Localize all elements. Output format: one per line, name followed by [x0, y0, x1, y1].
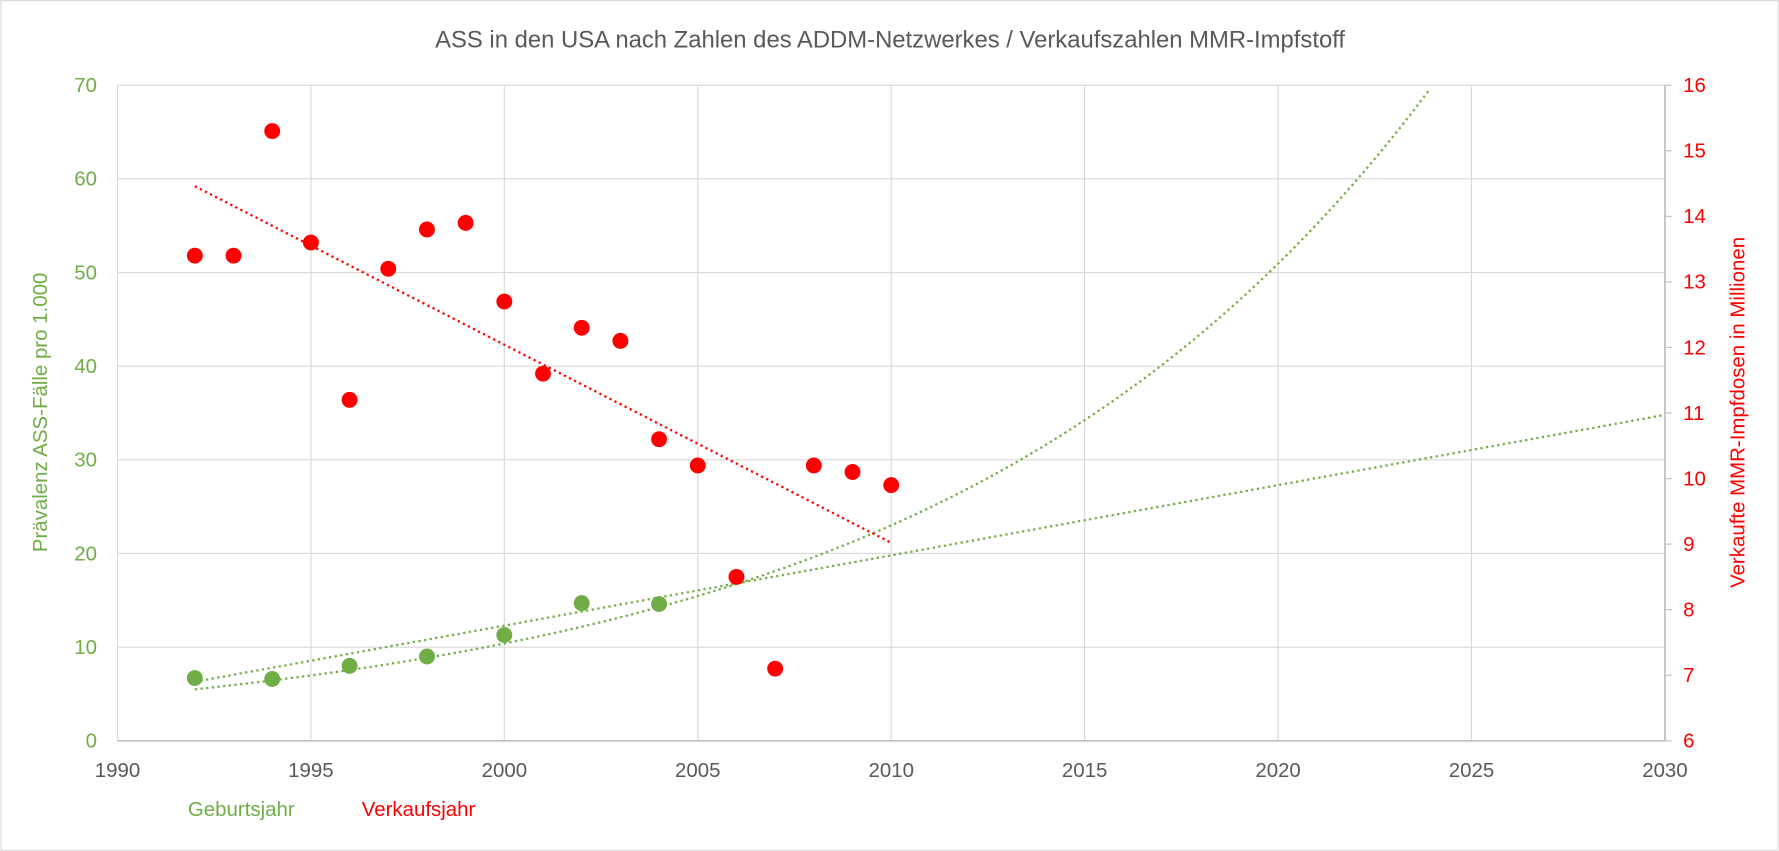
x-tick-label: 2025: [1449, 759, 1494, 782]
data-point-red: [689, 457, 706, 474]
y-left-tick-label: 10: [74, 636, 97, 659]
y-right-tick-label: 16: [1683, 74, 1706, 97]
data-point-red: [186, 247, 203, 264]
y-right-tick-label: 11: [1683, 402, 1704, 425]
y-right-tick-label: 8: [1683, 598, 1694, 621]
x-tick-label: 2000: [482, 759, 527, 782]
y-left-tick-label: 50: [74, 261, 97, 284]
y-right-tick-label: 13: [1683, 271, 1706, 294]
data-point-green: [419, 648, 435, 665]
data-point-red: [302, 234, 319, 251]
y-right-tick-label: 14: [1683, 205, 1706, 228]
data-point-red: [805, 457, 822, 474]
linear-trend-green: [194, 413, 1666, 683]
y-left-tick-label: 40: [74, 355, 97, 378]
gridlines: [116, 84, 1672, 742]
data-point-green: [496, 627, 513, 643]
x-tick-label: 2005: [675, 759, 720, 782]
data-point-red: [496, 293, 513, 310]
data-point-red: [535, 365, 551, 382]
data-point-red: [651, 431, 668, 448]
tick-labels: 1990 1995 2000 2005 2010 2015 2020 2025 20300102…: [74, 74, 1706, 782]
y-right-tick-label: 12: [1683, 336, 1706, 359]
x-tick-label: 1990: [95, 759, 140, 782]
y-left-tick-label: 30: [74, 449, 97, 472]
trendlines: [194, 88, 1666, 691]
data-point-red: [728, 568, 745, 585]
y-left-tick-label: 20: [74, 542, 97, 565]
x-tick-label: 1995: [288, 759, 333, 782]
x-tick-label: 2010: [868, 759, 913, 782]
exponential-trend-green: [194, 88, 1431, 691]
data-point-green: [264, 671, 281, 687]
data-point-green: [186, 670, 203, 686]
x-tick-label: 2015: [1062, 759, 1107, 782]
data-point-red: [341, 391, 358, 408]
y-right-tick-label: 10: [1683, 467, 1706, 490]
data-point-red: [767, 660, 784, 677]
data-point-red: [419, 221, 435, 238]
x-axis-label-verkaufsjahr: Verkaufsjahr: [362, 798, 476, 821]
x-tick-label: 2020: [1255, 759, 1300, 782]
data-point-green: [651, 596, 668, 613]
y-right-tick-label: 6: [1683, 730, 1694, 753]
y-left-tick-label: 60: [74, 168, 97, 191]
y-left-tick-label: 0: [86, 730, 97, 753]
x-axis-label-geburtsjahr: Geburtsjahr: [188, 798, 295, 821]
data-point-red: [457, 214, 474, 231]
x-tick-label: 2030: [1642, 759, 1687, 782]
data-point-red: [264, 123, 281, 140]
data-points: [186, 123, 900, 687]
y-left-tick-label: 70: [74, 74, 97, 97]
y-right-tick-label: 7: [1683, 664, 1694, 687]
data-point-red: [844, 464, 861, 480]
y-axis-right-label: Verkaufte MMR-Impfdosen in Millionen: [1726, 237, 1749, 588]
data-point-red: [883, 477, 900, 494]
y-axis-left-label: Prävalenz ASS-Fälle pro 1.000: [29, 273, 52, 552]
data-point-red: [573, 319, 590, 336]
data-point-red: [380, 260, 397, 277]
y-right-tick-label: 9: [1683, 533, 1694, 556]
chart-title: ASS in den USA nach Zahlen des ADDM-Netz…: [435, 27, 1345, 54]
data-point-green: [573, 595, 590, 612]
y-right-tick-label: 15: [1683, 140, 1706, 163]
data-point-red: [612, 332, 629, 349]
data-point-green: [341, 657, 358, 674]
data-point-red: [225, 247, 242, 264]
